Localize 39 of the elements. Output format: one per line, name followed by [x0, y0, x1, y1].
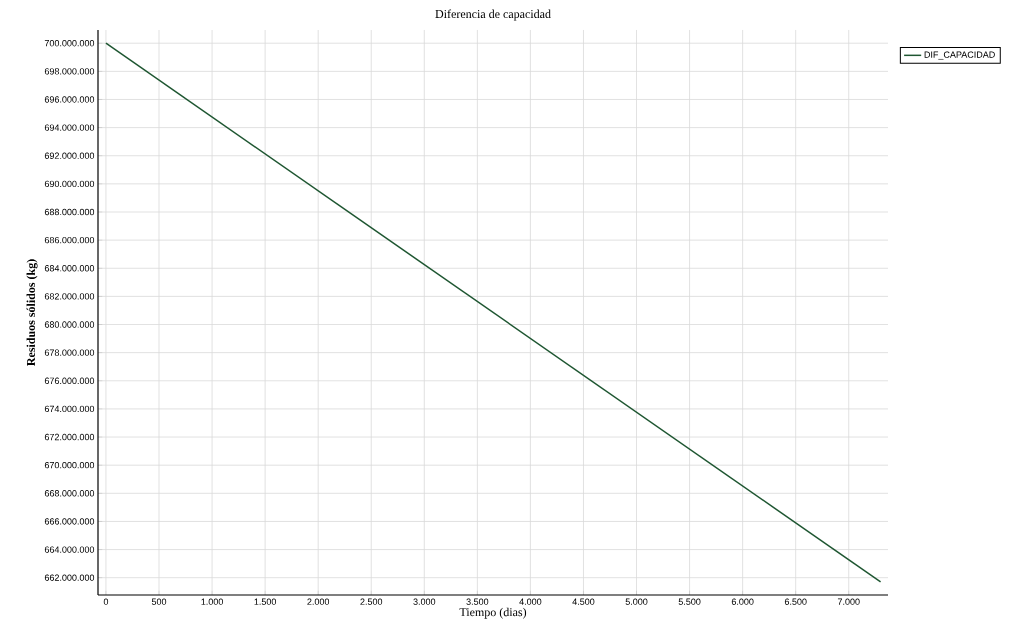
x-tick-label: 5.500 [678, 598, 701, 605]
x-tick-label: 4.000 [519, 598, 542, 605]
x-tick-label: 6.000 [731, 598, 754, 605]
y-tick-label: 698.000.000 [44, 68, 95, 75]
y-tick-label: 682.000.000 [44, 293, 95, 300]
x-tick-label: 6.500 [784, 598, 807, 605]
x-tick-label: 3.500 [466, 598, 489, 605]
y-tick-label: 690.000.000 [44, 180, 95, 188]
y-tick-label: 692.000.000 [44, 152, 95, 159]
x-tick-label: 5.000 [625, 598, 648, 605]
y-axis-title: Residuos sólidos (kg) [26, 259, 38, 366]
y-tick-label: 668.000.000 [44, 490, 95, 497]
x-axis-title: Tiempo (dias) [459, 607, 527, 619]
y-tick-label: 670.000.000 [44, 461, 95, 469]
x-tick-label: 500 [151, 598, 167, 605]
y-tick-label: 700.000.000 [44, 40, 95, 47]
x-tick-label: 1.500 [254, 598, 277, 605]
y-tick-label: 686.000.000 [44, 236, 95, 244]
x-tick-label: 0 [103, 598, 109, 605]
y-tick-label: 672.000.000 [44, 433, 95, 441]
x-tick-label: 2.000 [307, 598, 330, 605]
y-tick-label: 680.000.000 [44, 321, 95, 328]
y-tick-label: 678.000.000 [44, 349, 95, 356]
y-tick-label: 688.000.000 [44, 208, 95, 216]
legend-label: DIF_CAPACIDAD [924, 51, 995, 60]
x-tick-label: 1.000 [201, 598, 223, 605]
y-tick-label: 684.000.000 [44, 265, 95, 272]
y-tick-label: 666.000.000 [44, 518, 95, 525]
x-tick-label: 4.500 [572, 598, 595, 605]
y-tick-label: 674.000.000 [44, 405, 95, 413]
y-tick-label: 696.000.000 [44, 96, 95, 103]
x-tick-label: 7.000 [837, 598, 860, 605]
y-tick-label: 664.000.000 [44, 546, 95, 553]
y-tick-label: 694.000.000 [44, 124, 95, 131]
y-tick-label: 676.000.000 [44, 377, 95, 384]
y-tick-label: 662.000.000 [44, 574, 95, 581]
chart-title: Diferencia de capacidad [435, 9, 551, 21]
x-tick-label: 2.500 [360, 598, 383, 605]
x-tick-label: 3.000 [413, 598, 436, 605]
